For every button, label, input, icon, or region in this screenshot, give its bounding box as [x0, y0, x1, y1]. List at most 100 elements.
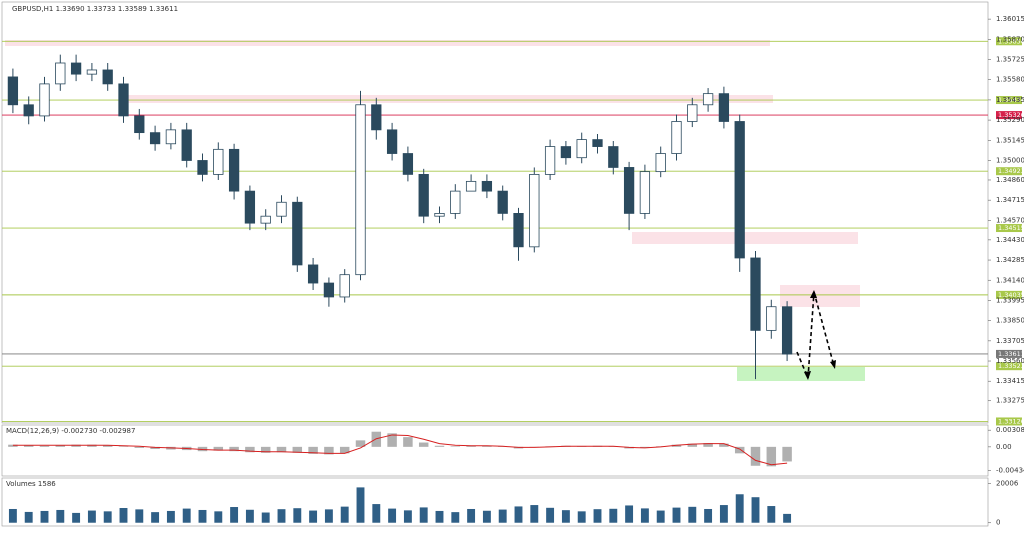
candle-body [592, 139, 603, 147]
macd-bar [719, 443, 729, 447]
volume-panel [1, 477, 989, 527]
candle-body [197, 160, 208, 175]
volume-bar [704, 508, 713, 523]
candle-body [323, 282, 335, 298]
candle-body [655, 153, 666, 173]
macd-bar [687, 443, 698, 447]
volume-bar [577, 511, 586, 523]
y-tick-label: 1.34140 [996, 276, 1024, 284]
level-badge [996, 349, 1022, 358]
volume-bar [530, 505, 539, 523]
volume-bar [656, 510, 665, 523]
volume-bar [119, 508, 128, 523]
macd-bar [23, 445, 34, 447]
candle-body [513, 213, 524, 248]
macd-bar [102, 445, 113, 447]
macd-bar [750, 446, 761, 466]
volume-bar [324, 509, 333, 523]
volume-bar [609, 508, 618, 523]
level-badge [996, 224, 1022, 233]
y-tick-label: 1.33560 [996, 357, 1024, 365]
level-label: 1.33523 [998, 362, 1024, 370]
volume-bar [498, 509, 507, 523]
volume-bar [40, 510, 49, 523]
candle-body [560, 146, 572, 159]
macd-bar [8, 444, 18, 447]
candle-body [702, 93, 714, 106]
candle-body [608, 146, 619, 168]
volume-bar [245, 509, 254, 523]
candle-body [102, 69, 113, 85]
candle-body [465, 180, 477, 192]
volume-bar [625, 505, 634, 523]
candle-body [307, 264, 319, 284]
macd-bar [339, 446, 350, 454]
y-tick-label: 1.34860 [996, 176, 1024, 184]
candle-body [671, 121, 682, 154]
y-tick-label: 1.35145 [996, 136, 1024, 144]
volume-bar [435, 510, 444, 523]
candle-body [228, 148, 240, 192]
y-tick-label: 1.33850 [996, 317, 1024, 325]
y-tick-label: 1.36015 [996, 15, 1024, 23]
volume-bar [135, 509, 144, 523]
candle-body [276, 201, 287, 217]
macd-bar [260, 446, 271, 453]
candle-body [450, 190, 461, 214]
level-label: 1.34923 [998, 167, 1024, 175]
macd-bar [418, 442, 429, 447]
candle-body [766, 306, 777, 331]
y-tick-label: 1.34285 [996, 256, 1024, 264]
volume-bar [8, 508, 17, 523]
candle-body [86, 69, 98, 75]
volume-bar [783, 513, 792, 523]
level-label: 1.34035 [998, 291, 1024, 299]
macd-bar [39, 445, 50, 447]
zone [737, 367, 865, 381]
candle-body [181, 129, 192, 161]
volume-bar [309, 510, 318, 523]
y-tick-label: 1.35725 [996, 56, 1024, 64]
volume-bar [514, 506, 523, 523]
macd-bar [245, 446, 255, 453]
volume-bar [214, 511, 223, 523]
volume-bar [593, 509, 602, 523]
volume-bar [735, 494, 744, 523]
volume-bar [388, 508, 397, 523]
macd-bar [355, 440, 366, 447]
candle-body [213, 148, 224, 175]
macd-bar [782, 446, 792, 462]
candle-body [386, 129, 398, 154]
candle-body [544, 146, 556, 175]
macd-bar [450, 446, 461, 447]
macd-bar [387, 433, 397, 447]
y-tick-label: 1.35435 [996, 96, 1024, 104]
candle-body [576, 139, 587, 159]
y-tick-label: 1.33705 [996, 337, 1024, 345]
level-badge [996, 362, 1022, 371]
zone [5, 40, 770, 46]
candle-body [39, 83, 50, 117]
candle-body [23, 104, 34, 117]
candle-body [70, 62, 82, 75]
volume-bar [277, 509, 286, 523]
candle-body [7, 76, 19, 106]
volume-bar [546, 507, 555, 523]
zone [780, 285, 860, 307]
candle-body [355, 104, 366, 276]
candle-body [750, 257, 761, 331]
candle-body [134, 115, 145, 134]
volume-bar [482, 510, 491, 523]
level-badge [996, 417, 1022, 426]
y-tick-label: 1.34430 [996, 236, 1024, 244]
macd-bar [276, 446, 287, 453]
volume-bar [198, 509, 207, 523]
level-badge [996, 96, 1022, 105]
volume-bar [688, 506, 697, 523]
level-label: 1.34515 [998, 224, 1024, 232]
candle-body [402, 153, 414, 175]
candle-body [418, 174, 429, 217]
candle-body [734, 121, 745, 259]
candle-body [687, 104, 698, 122]
